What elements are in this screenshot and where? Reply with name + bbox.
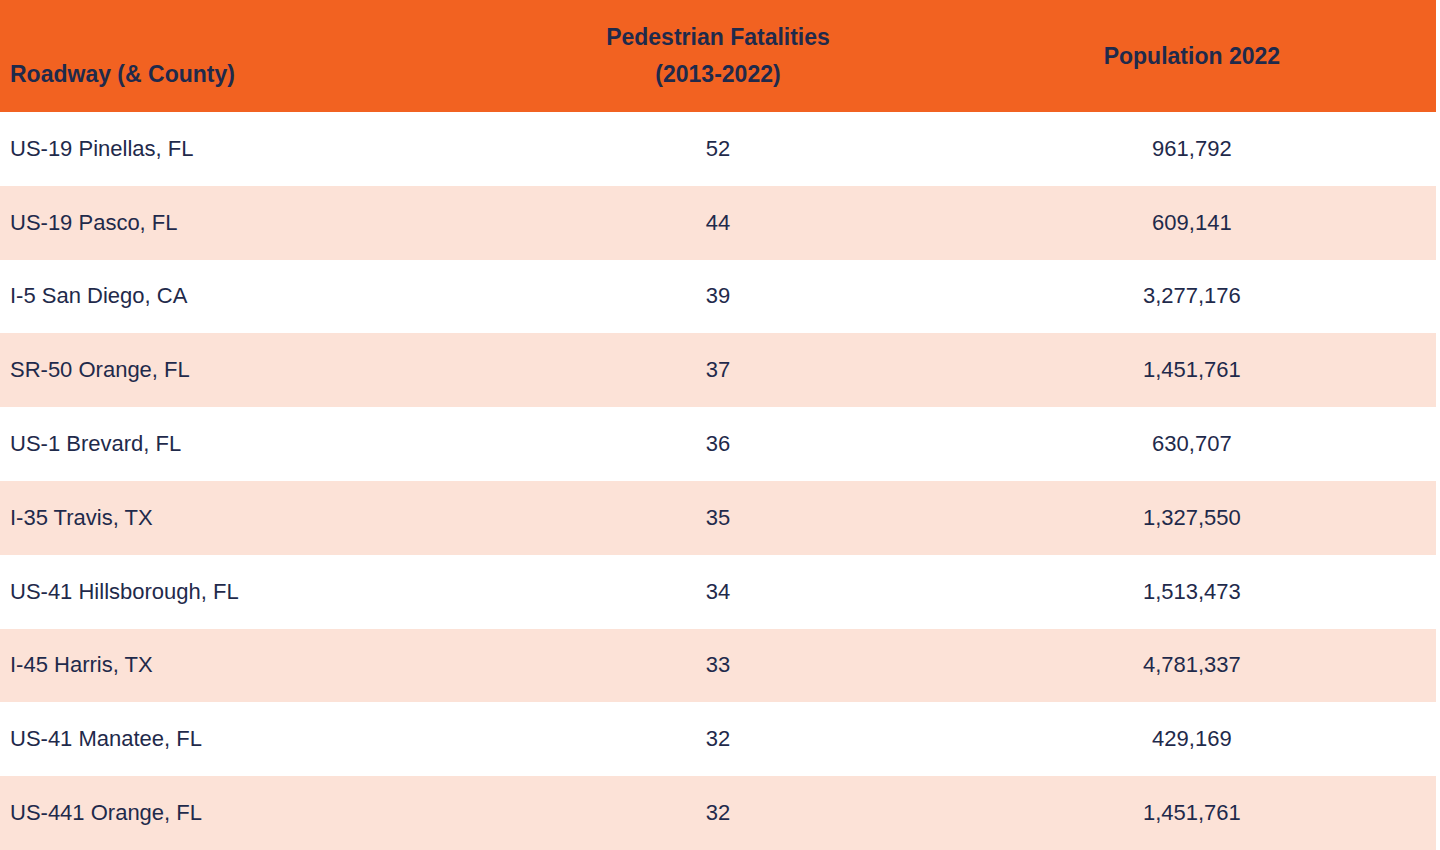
table-row: US-41 Hillsborough, FL 34 1,513,473 [0, 555, 1436, 629]
fatalities-cell: 33 [488, 652, 948, 678]
population-cell: 961,792 [948, 136, 1436, 162]
population-cell: 609,141 [948, 210, 1436, 236]
population-cell: 4,781,337 [948, 652, 1436, 678]
table-row: SR-50 Orange, FL 37 1,451,761 [0, 333, 1436, 407]
roadway-cell: I-35 Travis, TX [0, 505, 488, 531]
column-header-fatalities: Pedestrian Fatalities (2013-2022) [488, 0, 948, 112]
table-row: US-19 Pinellas, FL 52 961,792 [0, 112, 1436, 186]
table-row: US-441 Orange, FL 32 1,451,761 [0, 776, 1436, 850]
roadway-cell: I-5 San Diego, CA [0, 283, 488, 309]
roadway-cell: US-19 Pasco, FL [0, 210, 488, 236]
population-cell: 630,707 [948, 431, 1436, 457]
fatalities-cell: 36 [488, 431, 948, 457]
roadway-cell: US-41 Hillsborough, FL [0, 579, 488, 605]
fatalities-cell: 44 [488, 210, 948, 236]
table-row: I-45 Harris, TX 33 4,781,337 [0, 629, 1436, 703]
table-row: US-41 Manatee, FL 32 429,169 [0, 702, 1436, 776]
table-row: US-1 Brevard, FL 36 630,707 [0, 407, 1436, 481]
fatalities-cell: 34 [488, 579, 948, 605]
fatalities-cell: 32 [488, 726, 948, 752]
roadway-cell: I-45 Harris, TX [0, 652, 488, 678]
table-header-row: Roadway (& County) Pedestrian Fatalities… [0, 0, 1436, 112]
table-row: I-5 San Diego, CA 39 3,277,176 [0, 260, 1436, 334]
population-cell: 1,513,473 [948, 579, 1436, 605]
fatalities-cell: 35 [488, 505, 948, 531]
population-cell: 1,451,761 [948, 357, 1436, 383]
fatalities-cell: 39 [488, 283, 948, 309]
population-cell: 1,451,761 [948, 800, 1436, 826]
fatalities-cell: 37 [488, 357, 948, 383]
column-header-population: Population 2022 [948, 0, 1436, 112]
column-header-fatalities-line1: Pedestrian Fatalities [488, 19, 948, 56]
column-header-roadway: Roadway (& County) [0, 0, 488, 112]
roadway-cell: US-19 Pinellas, FL [0, 136, 488, 162]
table-row: I-35 Travis, TX 35 1,327,550 [0, 481, 1436, 555]
column-header-fatalities-line2: (2013-2022) [488, 56, 948, 93]
population-cell: 1,327,550 [948, 505, 1436, 531]
roadway-cell: US-41 Manatee, FL [0, 726, 488, 752]
pedestrian-fatalities-table: Roadway (& County) Pedestrian Fatalities… [0, 0, 1436, 850]
roadway-cell: US-441 Orange, FL [0, 800, 488, 826]
roadway-cell: SR-50 Orange, FL [0, 357, 488, 383]
roadway-cell: US-1 Brevard, FL [0, 431, 488, 457]
fatalities-cell: 32 [488, 800, 948, 826]
population-cell: 429,169 [948, 726, 1436, 752]
fatalities-cell: 52 [488, 136, 948, 162]
column-header-population-label: Population 2022 [1104, 43, 1280, 70]
table-row: US-19 Pasco, FL 44 609,141 [0, 186, 1436, 260]
population-cell: 3,277,176 [948, 283, 1436, 309]
